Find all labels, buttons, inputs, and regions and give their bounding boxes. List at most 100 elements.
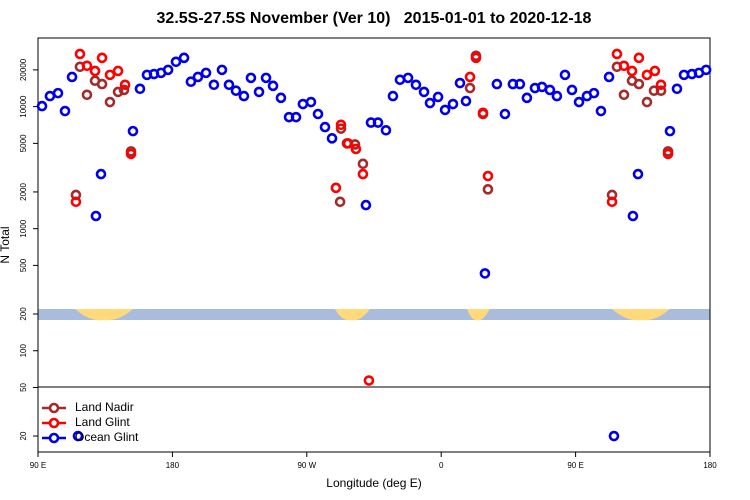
point: [275, 92, 287, 104]
point: [52, 87, 64, 99]
legend-marker: [48, 417, 60, 429]
point: [633, 78, 645, 90]
point: [439, 104, 451, 116]
point: [479, 268, 491, 279]
point: [595, 105, 607, 117]
point: [655, 85, 667, 97]
point: [96, 78, 108, 90]
point: [608, 430, 620, 442]
point: [491, 78, 503, 90]
point: [380, 124, 392, 136]
point: [627, 210, 639, 222]
x-tick-label: 90 E: [30, 461, 46, 470]
y-axis-label: N Total: [0, 226, 12, 263]
y-tick-label: 20: [19, 431, 28, 440]
point: [641, 96, 653, 108]
x-tick-label: 90 E: [567, 461, 583, 470]
point: [603, 71, 615, 83]
point: [662, 148, 674, 160]
land-band: [335, 309, 370, 321]
point: [460, 95, 472, 107]
point: [573, 96, 585, 108]
point: [606, 196, 618, 208]
point: [125, 148, 137, 160]
point: [118, 84, 130, 96]
y-tick-label: 2000: [19, 182, 28, 200]
y-tick-label: 200: [19, 307, 28, 321]
point: [81, 60, 93, 72]
point: [335, 119, 347, 131]
land-band: [75, 309, 133, 321]
point: [618, 89, 630, 101]
y-tick-label: 10000: [19, 95, 28, 118]
point: [402, 72, 414, 84]
point: [477, 107, 489, 119]
point: [170, 56, 182, 68]
x-tick-label: 180: [703, 461, 717, 470]
point: [162, 64, 174, 76]
legend-marker: [48, 402, 60, 414]
point: [319, 121, 331, 133]
point: [312, 108, 324, 120]
point: [59, 105, 71, 117]
point: [112, 65, 124, 77]
point: [134, 83, 146, 95]
y-tick-label: 500: [19, 258, 28, 272]
point: [267, 80, 279, 92]
point: [566, 84, 578, 96]
point: [112, 86, 124, 98]
point: [305, 96, 317, 108]
land-band: [467, 309, 490, 321]
point: [499, 108, 511, 120]
y-tick-label: 5000: [19, 134, 28, 152]
y-tick-label: 20000: [19, 58, 28, 81]
point: [588, 87, 600, 99]
point: [700, 64, 712, 76]
point: [521, 92, 533, 104]
point: [81, 89, 93, 101]
point: [432, 91, 444, 103]
point: [632, 168, 644, 180]
point: [223, 79, 235, 91]
y-tick-label: 50: [19, 382, 28, 391]
point: [192, 71, 204, 83]
point: [334, 196, 346, 208]
point: [104, 96, 116, 108]
legend-marker: [48, 432, 60, 444]
point: [185, 76, 197, 88]
point: [66, 71, 78, 83]
point: [357, 168, 369, 180]
point: [482, 184, 494, 195]
legend-label: Land Nadir: [75, 400, 134, 414]
point: [618, 60, 630, 72]
point: [410, 79, 422, 91]
chart-title: 32.5S-27.5S November (Ver 10) 2015-01-01…: [157, 10, 592, 27]
point: [89, 65, 101, 77]
point: [72, 430, 84, 442]
point: [104, 69, 116, 81]
point: [326, 133, 338, 144]
point: [626, 65, 638, 77]
point: [544, 84, 556, 96]
point: [482, 170, 494, 182]
point: [418, 86, 430, 98]
point: [216, 64, 228, 76]
point: [253, 86, 265, 98]
point: [127, 125, 139, 137]
x-tick-label: 90 W: [297, 461, 316, 470]
point: [96, 52, 108, 64]
point: [649, 65, 661, 77]
point: [350, 143, 362, 155]
point: [641, 69, 653, 81]
x-axis-label: Longitude (deg E): [326, 476, 421, 490]
point: [260, 72, 272, 84]
point: [363, 375, 375, 386]
y-tick-label: 1000: [19, 219, 28, 237]
point: [119, 79, 131, 91]
series: [36, 52, 712, 442]
point: [454, 77, 466, 89]
point: [470, 52, 482, 64]
y-tick-label: 100: [19, 344, 28, 358]
point: [74, 48, 86, 60]
